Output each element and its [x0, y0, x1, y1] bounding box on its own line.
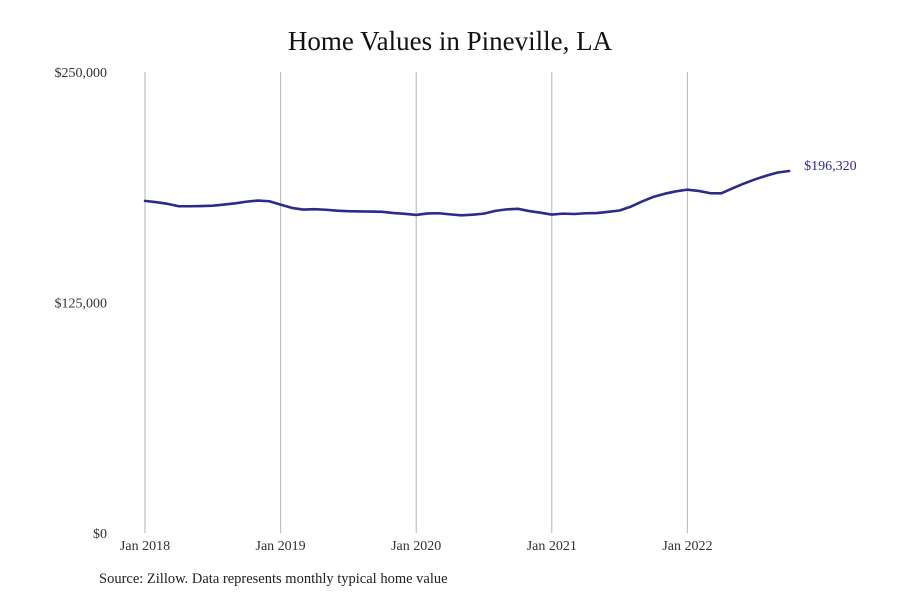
series-line: [143, 169, 791, 217]
source-note: Source: Zillow. Data represents monthly …: [99, 571, 448, 587]
gridlines: [144, 72, 688, 533]
y-tick-label: $125,000: [55, 297, 108, 312]
x-tick-label: Jan 2019: [256, 539, 306, 554]
y-tick-label: $250,000: [55, 66, 108, 81]
x-tick-label: Jan 2021: [527, 539, 577, 554]
end-value-label: $196,320: [804, 159, 857, 174]
chart-title: Home Values in Pineville, LA: [287, 26, 613, 56]
series-layer: $196,320: [143, 159, 857, 217]
x-tick-label: Jan 2022: [662, 539, 712, 554]
y-axis-ticks: $0 $125,000 $250,000: [55, 66, 108, 542]
x-tick-label: Jan 2018: [120, 539, 170, 554]
x-axis-ticks: Jan 2018 Jan 2019 Jan 2020 Jan 2021 Jan 2022: [120, 539, 713, 554]
y-tick-label: $0: [93, 527, 107, 542]
x-tick-label: Jan 2020: [391, 539, 441, 554]
